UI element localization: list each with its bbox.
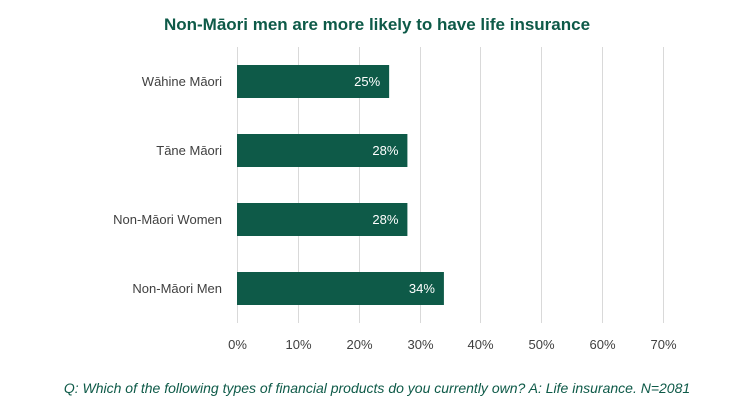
- category-label: Wāhine Māori: [142, 74, 222, 89]
- bar: [237, 65, 390, 98]
- category-label: Non-Māori Men: [132, 281, 222, 296]
- x-tick-label: 20%: [346, 337, 372, 352]
- data-label: 25%: [354, 74, 380, 89]
- chart-footnote: Q: Which of the following types of finan…: [63, 380, 691, 396]
- labels: 0% 10% 20% 30% 40% 50% 60% 70% Wāhine Māori 25% Tā…: [113, 74, 677, 352]
- x-tick-label: 40%: [467, 337, 493, 352]
- bar: [237, 272, 444, 305]
- bars: [237, 65, 444, 305]
- x-tick-label: 60%: [589, 337, 615, 352]
- chart-title: Non-Māori men are more likely to have li…: [163, 15, 591, 34]
- bar: [237, 134, 408, 167]
- x-tick-label: 0%: [228, 337, 247, 352]
- data-label: 28%: [372, 143, 398, 158]
- category-label: Tāne Māori: [156, 143, 222, 158]
- bar: [237, 203, 408, 236]
- data-label: 28%: [372, 212, 398, 227]
- x-tick-label: 30%: [407, 337, 433, 352]
- data-label: 34%: [409, 281, 435, 296]
- x-tick-label: 70%: [650, 337, 676, 352]
- x-tick-label: 10%: [285, 337, 311, 352]
- x-tick-label: 50%: [528, 337, 554, 352]
- category-label: Non-Māori Women: [113, 212, 222, 227]
